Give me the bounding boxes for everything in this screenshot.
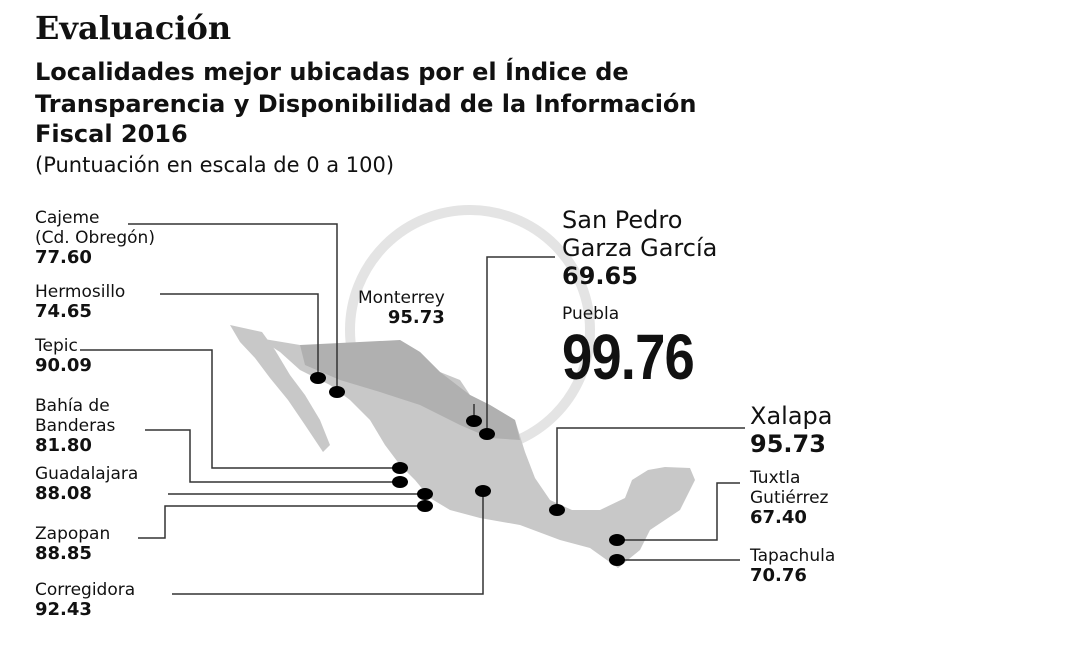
dot-zapopan — [417, 500, 433, 512]
location-dots — [310, 372, 625, 566]
label-tepic: Tepic 90.09 — [35, 336, 92, 376]
score: 90.09 — [35, 355, 92, 376]
label-corregidora: Corregidora 92.43 — [35, 580, 135, 620]
score: 77.60 — [35, 247, 92, 268]
label-guadalajara: Guadalajara 88.08 — [35, 464, 138, 504]
name: Zapopan — [35, 524, 111, 544]
name: Monterrey — [358, 288, 445, 308]
label-spgg: San Pedro Garza García 69.65 — [562, 206, 717, 290]
label-zapopan: Zapopan 88.85 — [35, 524, 110, 564]
subtitle-line-3: Fiscal 2016 — [35, 120, 188, 148]
name: Xalapa — [750, 402, 833, 430]
subtitle-line-2: Transparencia y Disponibilidad de la Inf… — [35, 90, 697, 118]
label-hermosillo: Hermosillo 74.65 — [35, 282, 125, 322]
label-tapachula: Tapachula 70.76 — [750, 546, 835, 586]
name: Gutiérrez — [750, 488, 829, 508]
dot-xalapa — [549, 504, 565, 516]
label-xalapa: Xalapa 95.73 — [750, 402, 832, 458]
score: 70.76 — [750, 565, 807, 586]
northern-states — [300, 340, 520, 440]
dot-corregidora — [475, 485, 491, 497]
score: 88.08 — [35, 483, 92, 504]
dot-tuxtla — [609, 534, 625, 546]
dot-bahia — [392, 476, 408, 488]
score: 95.73 — [750, 430, 826, 458]
score: 88.85 — [35, 543, 92, 564]
dot-hermosillo — [310, 372, 326, 384]
label-puebla: Puebla 99.76 — [562, 304, 717, 390]
name: Puebla — [562, 304, 620, 324]
dot-guadalajara — [417, 488, 433, 500]
name: Guadalajara — [35, 464, 139, 484]
title: Evaluación — [35, 9, 232, 47]
baja-california — [230, 325, 330, 452]
name: Tepic — [35, 336, 78, 356]
score: 92.43 — [35, 599, 92, 620]
name: Hermosillo — [35, 282, 126, 302]
label-bahia: Bahía de Banderas 81.80 — [35, 396, 115, 456]
dot-tapachula — [609, 554, 625, 566]
label-cajeme: Cajeme (Cd. Obregón) 77.60 — [35, 208, 155, 268]
name: San Pedro — [562, 206, 683, 234]
label-tuxtla: Tuxtla Gutiérrez 67.40 — [750, 468, 828, 528]
leader-lines — [80, 223, 745, 595]
name: Banderas — [35, 416, 116, 436]
name: (Cd. Obregón) — [35, 228, 155, 248]
dot-cajeme — [329, 386, 345, 398]
score: 95.73 — [387, 307, 445, 328]
score: 74.65 — [35, 301, 92, 322]
score: 67.40 — [750, 507, 807, 528]
name: Garza García — [562, 234, 718, 262]
scale-note: (Puntuación en escala de 0 a 100) — [35, 153, 395, 177]
name: Cajeme — [35, 208, 100, 228]
name: Tuxtla — [750, 468, 801, 488]
subtitle-line-1: Localidades mejor ubicadas por el Índice… — [35, 58, 629, 86]
dot-tepic — [392, 462, 408, 474]
mainland-mexico — [258, 338, 695, 568]
dot-spgg — [479, 428, 495, 440]
name: Tapachula — [750, 546, 836, 566]
score: 81.80 — [35, 435, 92, 456]
score: 99.76 — [562, 321, 695, 393]
name: Corregidora — [35, 580, 136, 600]
label-monterrey: Monterrey 95.73 — [358, 288, 445, 328]
name: Bahía de — [35, 396, 110, 416]
score: 69.65 — [562, 262, 638, 290]
dot-monterrey — [466, 415, 482, 427]
